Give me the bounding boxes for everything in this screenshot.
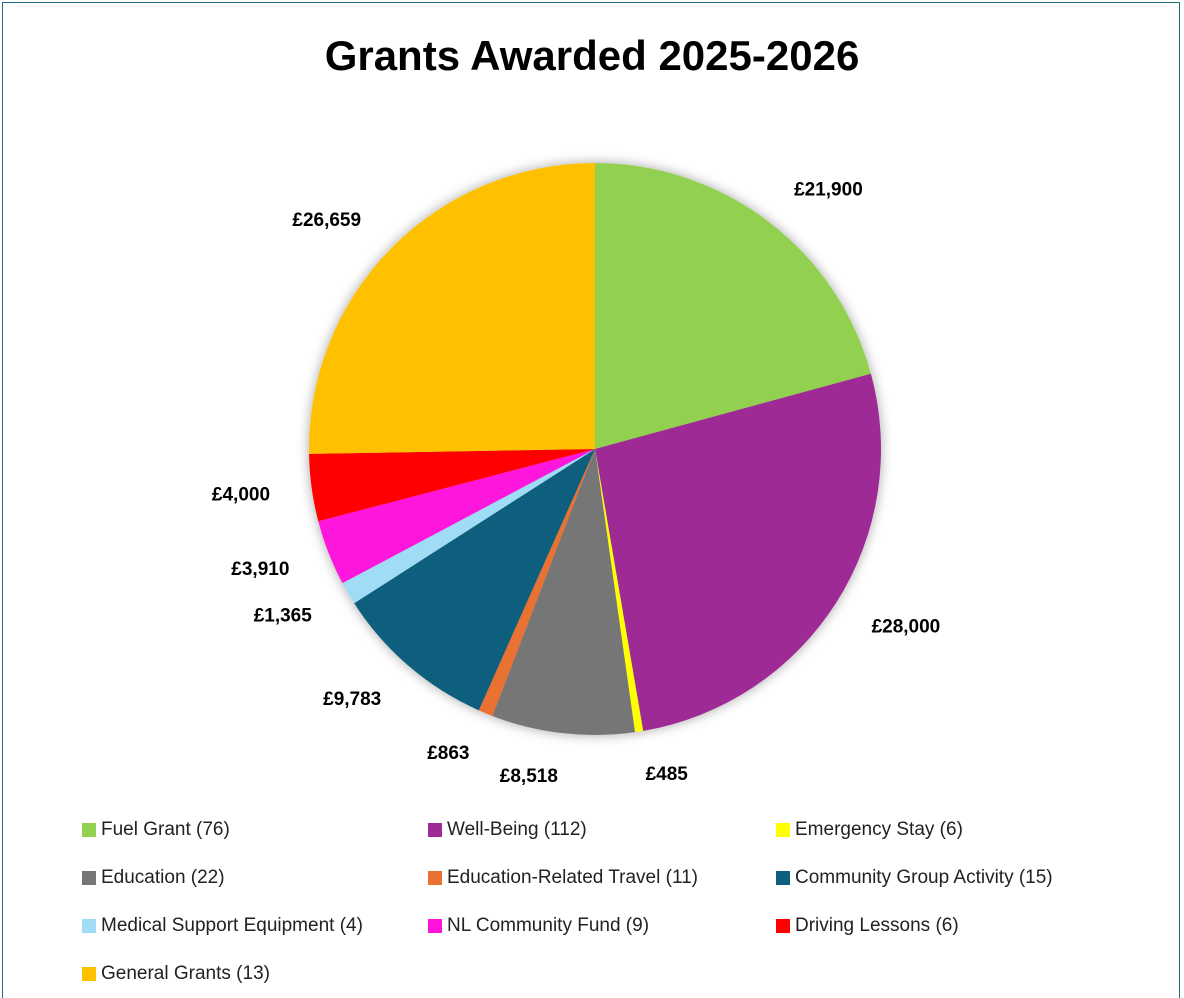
- legend-swatch: [82, 823, 96, 837]
- data-label: £485: [646, 764, 689, 785]
- data-label: £26,659: [292, 210, 361, 231]
- legend-label: Community Group Activity (15): [795, 867, 1053, 888]
- pie-slice: [354, 449, 595, 711]
- legend-item: Fuel Grant (76): [82, 818, 230, 842]
- legend-item: Emergency Stay (6): [776, 818, 963, 842]
- legend-label: Well-Being (112): [447, 819, 587, 840]
- pie-slice: [595, 449, 644, 733]
- data-label: £21,900: [794, 179, 863, 200]
- legend-label: Medical Support Equipment (4): [101, 915, 363, 936]
- legend-label: NL Community Fund (9): [447, 915, 650, 936]
- chart-title: Grants Awarded 2025-2026: [324, 32, 860, 79]
- pie-slice: [318, 449, 595, 584]
- legend-item: Education-Related Travel (11): [428, 866, 698, 890]
- legend-label: Education (22): [101, 867, 225, 888]
- legend-swatch: [82, 919, 96, 933]
- data-label: £1,365: [254, 606, 313, 627]
- legend-item: Education (22): [82, 866, 225, 890]
- legend-swatch: [776, 823, 790, 837]
- pie-slice: [342, 449, 595, 604]
- legend-item: Well-Being (112): [428, 818, 587, 842]
- data-labels: £21,900 £28,000 £485 £8,518 £863 £9,783 £1,365…: [212, 179, 940, 787]
- legend-label: Driving Lessons (6): [795, 915, 959, 936]
- legend-label: Fuel Grant (76): [101, 819, 230, 840]
- legend-swatch: [428, 823, 442, 837]
- pie-slice: [478, 449, 595, 716]
- data-label: £9,783: [323, 689, 381, 710]
- legend-swatch: [82, 967, 96, 981]
- legend-item: General Grants (13): [82, 962, 270, 986]
- legend-item: Medical Support Equipment (4): [82, 914, 363, 938]
- legend-label: General Grants (13): [101, 963, 270, 984]
- legend-label: Education-Related Travel (11): [447, 867, 698, 888]
- data-label: £863: [427, 743, 469, 764]
- data-label: £4,000: [212, 485, 270, 506]
- legend-item: Driving Lessons (6): [776, 914, 959, 938]
- pie-slices: [308, 163, 881, 735]
- legend-item: Community Group Activity (15): [776, 866, 1053, 890]
- data-label: £28,000: [872, 616, 941, 637]
- legend-swatch: [428, 871, 442, 885]
- pie-slice: [595, 163, 871, 449]
- data-label: £8,518: [500, 766, 558, 787]
- legend-swatch: [82, 871, 96, 885]
- legend-swatch: [776, 919, 790, 933]
- legend-label: Emergency Stay (6): [795, 819, 963, 840]
- legend-swatch: [776, 871, 790, 885]
- pie-slice: [308, 163, 595, 454]
- legend-item: NL Community Fund (9): [428, 914, 649, 938]
- pie-slice: [492, 449, 636, 735]
- data-label: £3,910: [231, 559, 289, 580]
- pie-slice: [309, 449, 595, 522]
- legend-swatch: [428, 919, 442, 933]
- pie-slice: [595, 373, 881, 731]
